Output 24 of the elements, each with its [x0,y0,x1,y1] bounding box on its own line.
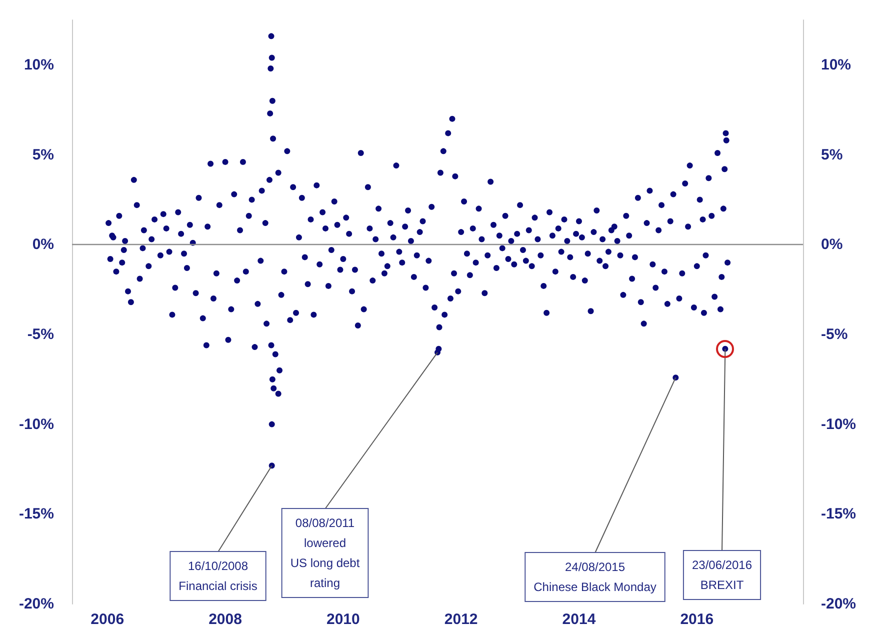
y-tick-label: -20% [18,596,54,612]
annotation: 08/08/2011 lowered US long debt rating [290,516,360,590]
annotation: 24/08/2015 Chinese Black Monday [534,560,656,594]
y2-tick-label: -5% [821,326,848,343]
y2-tick-label: -10% [821,416,856,433]
y2-tick-label: 5% [821,146,843,164]
x-tick-label: 2016 [680,611,714,628]
y2-tick-label: 10% [821,56,852,74]
x-tick-label: 2010 [326,611,360,628]
y-tick-label: 5% [32,146,54,164]
y-tick-label: -15% [18,506,54,523]
y2-tick-label: 0% [821,236,843,254]
y-tick-label: 0% [32,236,54,254]
y-tick-label: -5% [27,326,54,343]
x-tick-label: 2014 [562,611,596,628]
y-tick-label: -10% [18,416,54,433]
x-tick-label: 2008 [208,611,242,628]
x-tick-label: 2006 [90,611,124,628]
y-tick-label: 10% [24,56,54,74]
annotation: 23/06/2016 BREXIT [692,558,752,592]
y2-tick-label: -15% [821,506,856,523]
annotation: 16/10/2008 Financial crisis [178,559,258,593]
x-tick-label: 2012 [444,611,478,628]
y2-tick-label: -20% [821,596,856,612]
